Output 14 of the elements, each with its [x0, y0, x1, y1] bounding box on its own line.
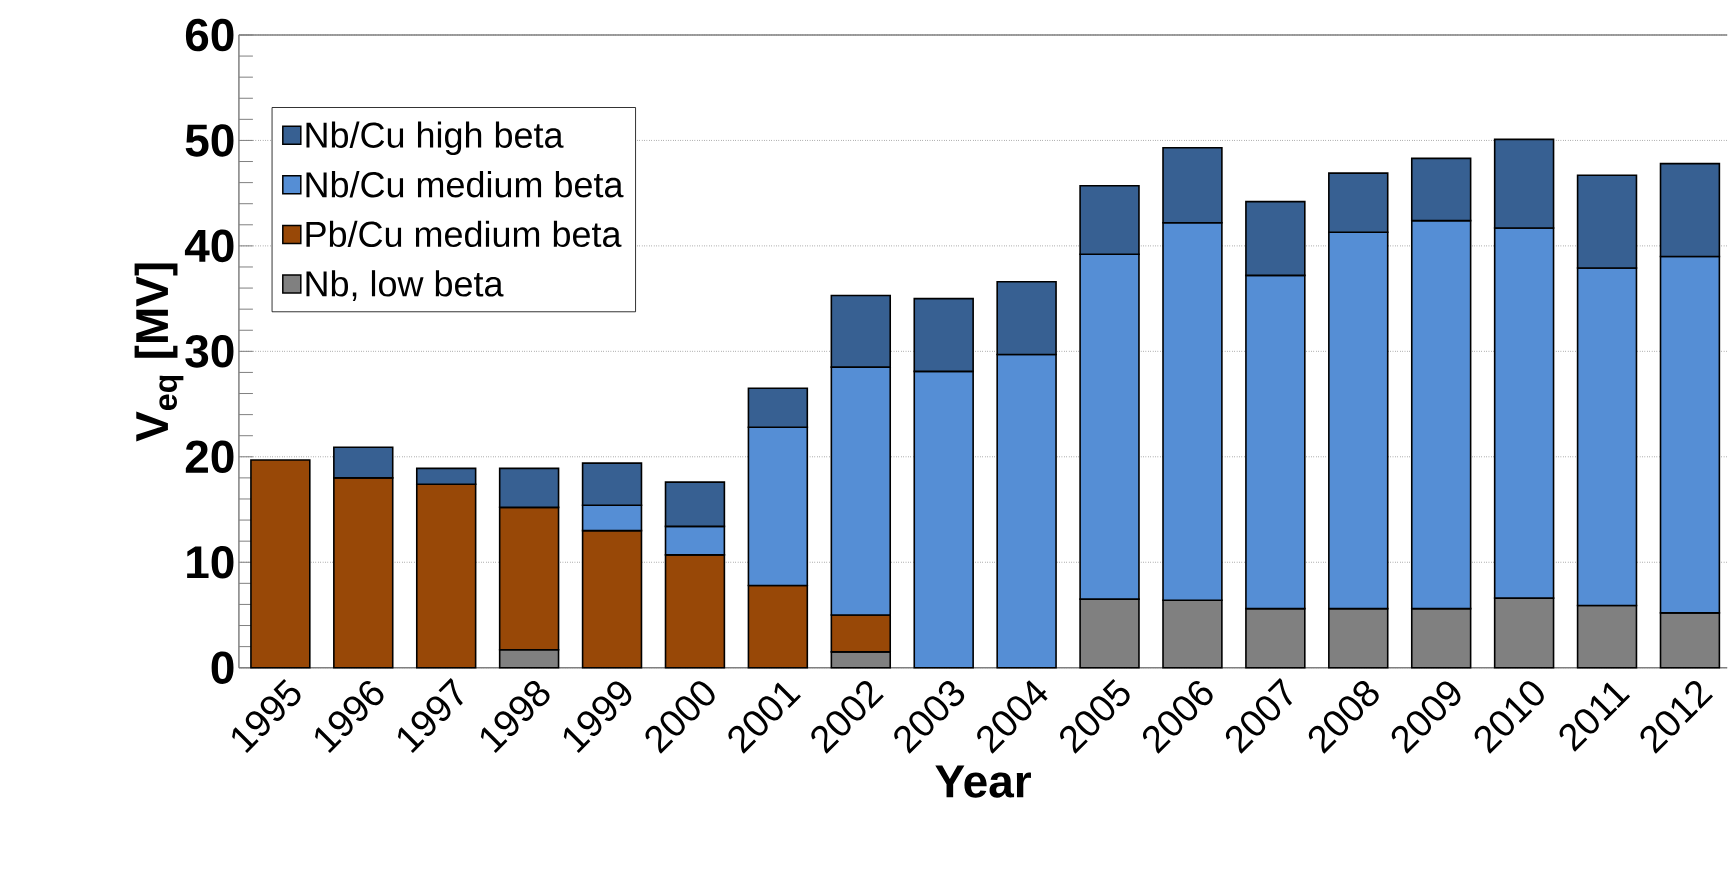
- y-tick-label: 30: [185, 335, 234, 368]
- y-tick-label: 40: [184, 229, 234, 263]
- y-tick-label: 10: [187, 546, 234, 579]
- legend-label: Pb/Cu medium beta: [306, 220, 622, 248]
- x-axis-title: Year: [935, 765, 1031, 798]
- y-tick-label: 20: [185, 440, 234, 474]
- y-tick-label: 50: [185, 124, 234, 157]
- y-tick-label: 0: [211, 651, 234, 685]
- legend-label: Nb/Cu high beta: [306, 121, 564, 156]
- y-tick-label: 60: [185, 18, 234, 52]
- legend-label: Nb, low beta: [306, 270, 504, 302]
- y-axis-title: V$_{eq}$ [MV]: [134, 263, 184, 442]
- legend-label: Nb/Cu medium beta: [306, 171, 624, 198]
- bar: [250, 459, 311, 669]
